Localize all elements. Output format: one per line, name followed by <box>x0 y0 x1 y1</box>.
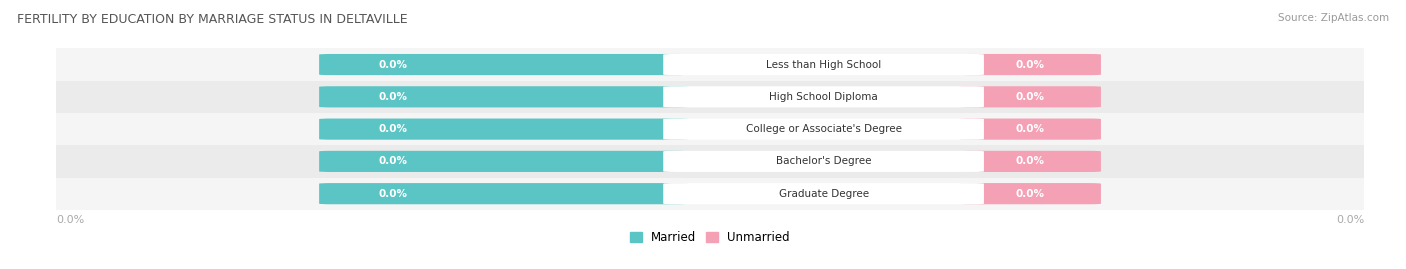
Text: 0.0%: 0.0% <box>380 156 408 167</box>
Text: 0.0%: 0.0% <box>1015 189 1045 199</box>
Text: 0.0%: 0.0% <box>1015 124 1045 134</box>
Text: 0.0%: 0.0% <box>1015 59 1045 70</box>
Text: 0.0%: 0.0% <box>1015 156 1045 167</box>
Bar <box>56 178 1364 210</box>
Text: 0.0%: 0.0% <box>1015 92 1045 102</box>
Legend: Married, Unmarried: Married, Unmarried <box>626 227 794 249</box>
FancyBboxPatch shape <box>319 86 688 107</box>
FancyBboxPatch shape <box>959 183 1101 204</box>
Bar <box>56 145 1364 178</box>
FancyBboxPatch shape <box>959 119 1101 140</box>
Text: Graduate Degree: Graduate Degree <box>779 189 869 199</box>
FancyBboxPatch shape <box>664 183 984 204</box>
FancyBboxPatch shape <box>959 151 1101 172</box>
Bar <box>56 48 1364 81</box>
Text: 0.0%: 0.0% <box>380 59 408 70</box>
Bar <box>56 113 1364 145</box>
Text: Source: ZipAtlas.com: Source: ZipAtlas.com <box>1278 13 1389 23</box>
Text: Less than High School: Less than High School <box>766 59 882 70</box>
Bar <box>56 81 1364 113</box>
FancyBboxPatch shape <box>319 151 688 172</box>
FancyBboxPatch shape <box>319 183 688 204</box>
FancyBboxPatch shape <box>319 119 688 140</box>
FancyBboxPatch shape <box>664 86 984 107</box>
Text: High School Diploma: High School Diploma <box>769 92 877 102</box>
FancyBboxPatch shape <box>959 86 1101 107</box>
FancyBboxPatch shape <box>959 54 1101 75</box>
FancyBboxPatch shape <box>664 151 984 172</box>
Text: FERTILITY BY EDUCATION BY MARRIAGE STATUS IN DELTAVILLE: FERTILITY BY EDUCATION BY MARRIAGE STATU… <box>17 13 408 26</box>
Text: 0.0%: 0.0% <box>380 124 408 134</box>
Text: College or Associate's Degree: College or Associate's Degree <box>745 124 901 134</box>
Text: Bachelor's Degree: Bachelor's Degree <box>776 156 872 167</box>
Text: 0.0%: 0.0% <box>380 189 408 199</box>
Text: 0.0%: 0.0% <box>380 92 408 102</box>
FancyBboxPatch shape <box>319 54 688 75</box>
FancyBboxPatch shape <box>664 54 984 75</box>
FancyBboxPatch shape <box>664 119 984 140</box>
